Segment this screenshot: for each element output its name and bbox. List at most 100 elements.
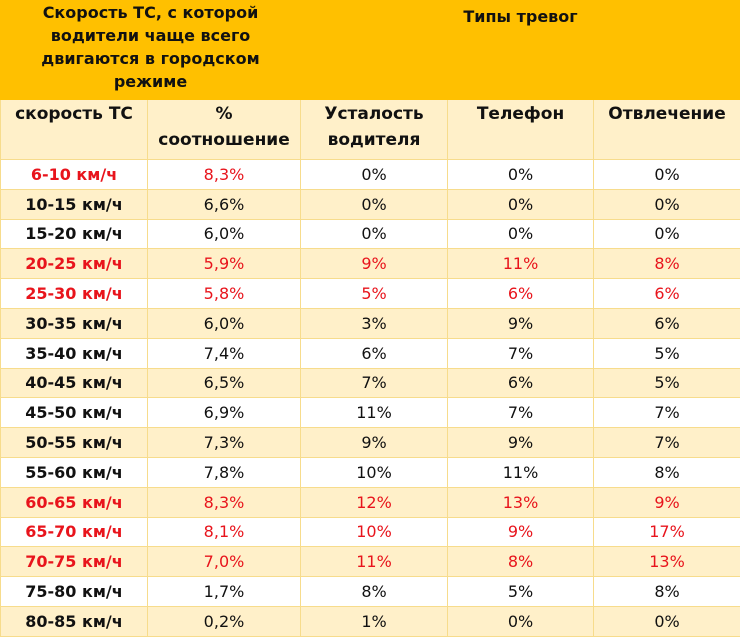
share-cell: 7,0% — [148, 547, 301, 577]
distraction-cell: 8% — [594, 457, 740, 487]
distraction-cell: 5% — [594, 338, 740, 368]
share-cell: 7,4% — [148, 338, 301, 368]
column-header-phone: Телефон — [448, 100, 594, 160]
fatigue-cell: 10% — [301, 517, 448, 547]
distraction-cell: 7% — [594, 398, 740, 428]
fatigue-cell: 0% — [301, 219, 448, 249]
column-header-speed: скорость ТС — [1, 100, 148, 160]
distraction-cell: 0% — [594, 189, 740, 219]
fatigue-cell: 11% — [301, 547, 448, 577]
speed-cell: 30-35 км/ч — [1, 308, 148, 338]
fatigue-cell: 0% — [301, 189, 448, 219]
distraction-cell: 6% — [594, 279, 740, 309]
alerts-group-header: Типы тревог — [301, 1, 740, 100]
share-cell: 5,8% — [148, 279, 301, 309]
speed-cell: 65-70 км/ч — [1, 517, 148, 547]
share-cell: 6,5% — [148, 368, 301, 398]
speed-cell: 25-30 км/ч — [1, 279, 148, 309]
speed-cell: 6-10 км/ч — [1, 160, 148, 190]
fatigue-cell: 12% — [301, 487, 448, 517]
speed-group-header: Скорость ТС, с которой водители чаще все… — [1, 1, 301, 100]
fatigue-cell: 11% — [301, 398, 448, 428]
speed-cell: 10-15 км/ч — [1, 189, 148, 219]
speed-cell: 60-65 км/ч — [1, 487, 148, 517]
distraction-cell: 0% — [594, 219, 740, 249]
distraction-cell: 9% — [594, 487, 740, 517]
speed-cell: 80-85 км/ч — [1, 606, 148, 636]
phone-cell: 0% — [448, 606, 594, 636]
phone-cell: 6% — [448, 279, 594, 309]
phone-cell: 8% — [448, 547, 594, 577]
share-cell: 1,7% — [148, 577, 301, 607]
distraction-cell: 6% — [594, 308, 740, 338]
phone-cell: 13% — [448, 487, 594, 517]
speed-cell: 50-55 км/ч — [1, 428, 148, 458]
fatigue-cell: 7% — [301, 368, 448, 398]
phone-cell: 7% — [448, 398, 594, 428]
speed-cell: 40-45 км/ч — [1, 368, 148, 398]
share-cell: 5,9% — [148, 249, 301, 279]
column-header-fatigue: Усталость водителя — [301, 100, 448, 160]
share-cell: 6,6% — [148, 189, 301, 219]
phone-cell: 0% — [448, 189, 594, 219]
distraction-cell: 7% — [594, 428, 740, 458]
speed-cell: 20-25 км/ч — [1, 249, 148, 279]
speed-cell: 75-80 км/ч — [1, 577, 148, 607]
fatigue-cell: 1% — [301, 606, 448, 636]
share-cell: 0,2% — [148, 606, 301, 636]
phone-cell: 11% — [448, 457, 594, 487]
phone-cell: 9% — [448, 308, 594, 338]
column-header-distraction: Отвлечение — [594, 100, 740, 160]
phone-cell: 6% — [448, 368, 594, 398]
fatigue-cell: 10% — [301, 457, 448, 487]
phone-cell: 9% — [448, 517, 594, 547]
distraction-cell: 13% — [594, 547, 740, 577]
distraction-cell: 0% — [594, 606, 740, 636]
speed-cell: 70-75 км/ч — [1, 547, 148, 577]
distraction-cell: 17% — [594, 517, 740, 547]
fatigue-cell: 5% — [301, 279, 448, 309]
speed-cell: 45-50 км/ч — [1, 398, 148, 428]
phone-cell: 5% — [448, 577, 594, 607]
phone-cell: 11% — [448, 249, 594, 279]
group-header-row: Скорость ТС, с которой водители чаще все… — [1, 1, 740, 100]
fatigue-cell: 9% — [301, 428, 448, 458]
distraction-cell: 5% — [594, 368, 740, 398]
share-cell: 7,3% — [148, 428, 301, 458]
speed-cell: 15-20 км/ч — [1, 219, 148, 249]
share-cell: 6,0% — [148, 308, 301, 338]
share-cell: 8,1% — [148, 517, 301, 547]
distraction-cell: 8% — [594, 249, 740, 279]
speed-cell: 55-60 км/ч — [1, 457, 148, 487]
speed-cell: 35-40 км/ч — [1, 338, 148, 368]
distraction-cell: 0% — [594, 160, 740, 190]
column-header-row: скорость ТС % соотношение Усталость води… — [1, 100, 740, 160]
fatigue-cell: 8% — [301, 577, 448, 607]
fatigue-cell: 0% — [301, 160, 448, 190]
share-cell: 6,0% — [148, 219, 301, 249]
fatigue-cell: 6% — [301, 338, 448, 368]
distraction-cell: 8% — [594, 577, 740, 607]
share-cell: 7,8% — [148, 457, 301, 487]
phone-cell: 9% — [448, 428, 594, 458]
share-cell: 8,3% — [148, 160, 301, 190]
fatigue-cell: 3% — [301, 308, 448, 338]
phone-cell: 0% — [448, 219, 594, 249]
share-cell: 6,9% — [148, 398, 301, 428]
share-cell: 8,3% — [148, 487, 301, 517]
